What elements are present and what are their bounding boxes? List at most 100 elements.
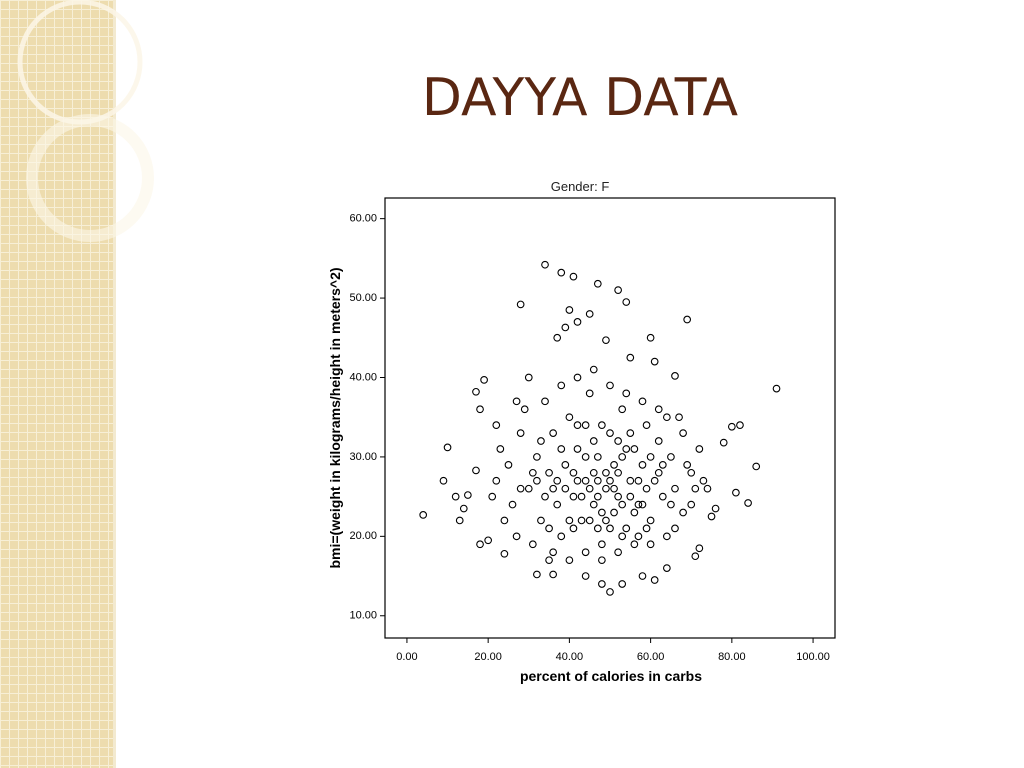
scatter-point — [569, 524, 578, 533]
scatter-point — [752, 462, 761, 471]
scatter-point — [545, 556, 553, 565]
scatter-point — [476, 405, 484, 414]
scatter-point — [606, 588, 614, 596]
scatter-point — [610, 461, 618, 469]
scatter-point — [524, 373, 533, 382]
scatter-point — [610, 508, 618, 517]
scatter-point — [598, 580, 606, 588]
scatter-point — [581, 421, 590, 429]
scatter-point — [512, 532, 521, 541]
decor-circle — [26, 114, 154, 242]
scatter-point — [683, 315, 692, 324]
scatter-point — [630, 540, 639, 549]
scatter-point — [634, 532, 643, 541]
scatter-point — [553, 333, 562, 342]
slide-title: DAYYA DATA — [422, 68, 739, 128]
scatter-point — [614, 468, 622, 477]
scatter-point — [638, 461, 647, 469]
plot-frame — [384, 197, 836, 639]
x-tick-label: 20.00 — [474, 651, 502, 663]
scatter-point — [606, 524, 614, 533]
scatter-point — [626, 429, 635, 437]
scatter-point — [602, 516, 610, 525]
scatter-point — [598, 556, 606, 565]
scatter-point — [565, 556, 574, 565]
scatter-point — [646, 333, 655, 342]
scatter-point — [565, 413, 574, 422]
scatter-point — [545, 524, 553, 533]
scatter-point — [593, 524, 602, 533]
scatter-point — [585, 389, 594, 398]
scatter-point — [658, 492, 667, 501]
scatter-point — [545, 468, 553, 477]
scatter-point — [711, 504, 720, 513]
scatter-point — [516, 429, 525, 437]
scatter-point — [707, 512, 716, 521]
scatter-point — [557, 381, 566, 390]
scatter-point — [472, 387, 480, 396]
scatter-point — [699, 476, 708, 485]
scatter-point — [614, 492, 622, 501]
scatter-point — [589, 365, 598, 374]
scatter-point — [496, 445, 505, 453]
scatter-point — [549, 570, 557, 579]
scatter-point — [553, 500, 562, 509]
scatter-point — [622, 524, 631, 533]
scatter-point — [618, 580, 627, 588]
scatter-point — [736, 421, 744, 429]
scatter-point — [663, 564, 671, 572]
scatter-point — [561, 461, 570, 469]
scatter-point — [606, 429, 614, 437]
scatter-point — [516, 484, 525, 493]
scatter-point — [541, 397, 549, 406]
scatter-point — [561, 484, 570, 493]
scatter-point — [500, 549, 509, 558]
scatter-point — [533, 570, 541, 579]
scatter-point — [492, 476, 501, 485]
scatter-point — [593, 492, 602, 501]
scatter-point — [671, 484, 679, 493]
scatter-point — [646, 516, 655, 525]
scatter-point — [654, 468, 663, 477]
scatter-point — [622, 389, 631, 398]
scatter-point — [577, 492, 586, 501]
scatter-point — [602, 468, 610, 477]
scatter-point — [687, 500, 696, 509]
scatter-point — [593, 476, 602, 485]
scatter-point — [614, 286, 622, 294]
scatter-point — [695, 544, 704, 553]
scatter-point — [537, 437, 545, 445]
scatter-point — [772, 384, 781, 393]
scatter-point — [577, 516, 586, 525]
scatter-point — [565, 306, 574, 314]
scatter-point — [663, 532, 671, 541]
scatter-point — [634, 500, 643, 509]
scatter-point — [638, 572, 647, 580]
y-tick-label: 30.00 — [349, 451, 377, 463]
scatter-point — [667, 453, 675, 461]
decor-circle — [17, 0, 143, 125]
scatter-point — [667, 500, 675, 509]
scatter-point — [561, 323, 570, 332]
scatter-point — [598, 508, 606, 517]
scatter-point — [541, 492, 549, 501]
scatter-point — [675, 413, 683, 422]
scatter-point — [589, 437, 598, 445]
scatter-point — [476, 540, 484, 549]
scatter-point — [626, 492, 635, 501]
scatter-point — [573, 373, 582, 382]
scatter-point — [593, 279, 602, 288]
scatter-point — [512, 397, 521, 406]
scatter-point — [573, 318, 582, 326]
scatter-point — [654, 405, 663, 414]
scatter-point — [557, 532, 566, 541]
scatter-point — [618, 532, 627, 541]
scatter-point — [598, 540, 606, 549]
scatter-point — [585, 484, 594, 493]
scatter-point — [500, 516, 509, 525]
y-tick-label: 60.00 — [349, 213, 377, 225]
scatter-point — [606, 476, 614, 485]
scatter-point — [581, 476, 590, 485]
scatter-point — [671, 524, 679, 533]
